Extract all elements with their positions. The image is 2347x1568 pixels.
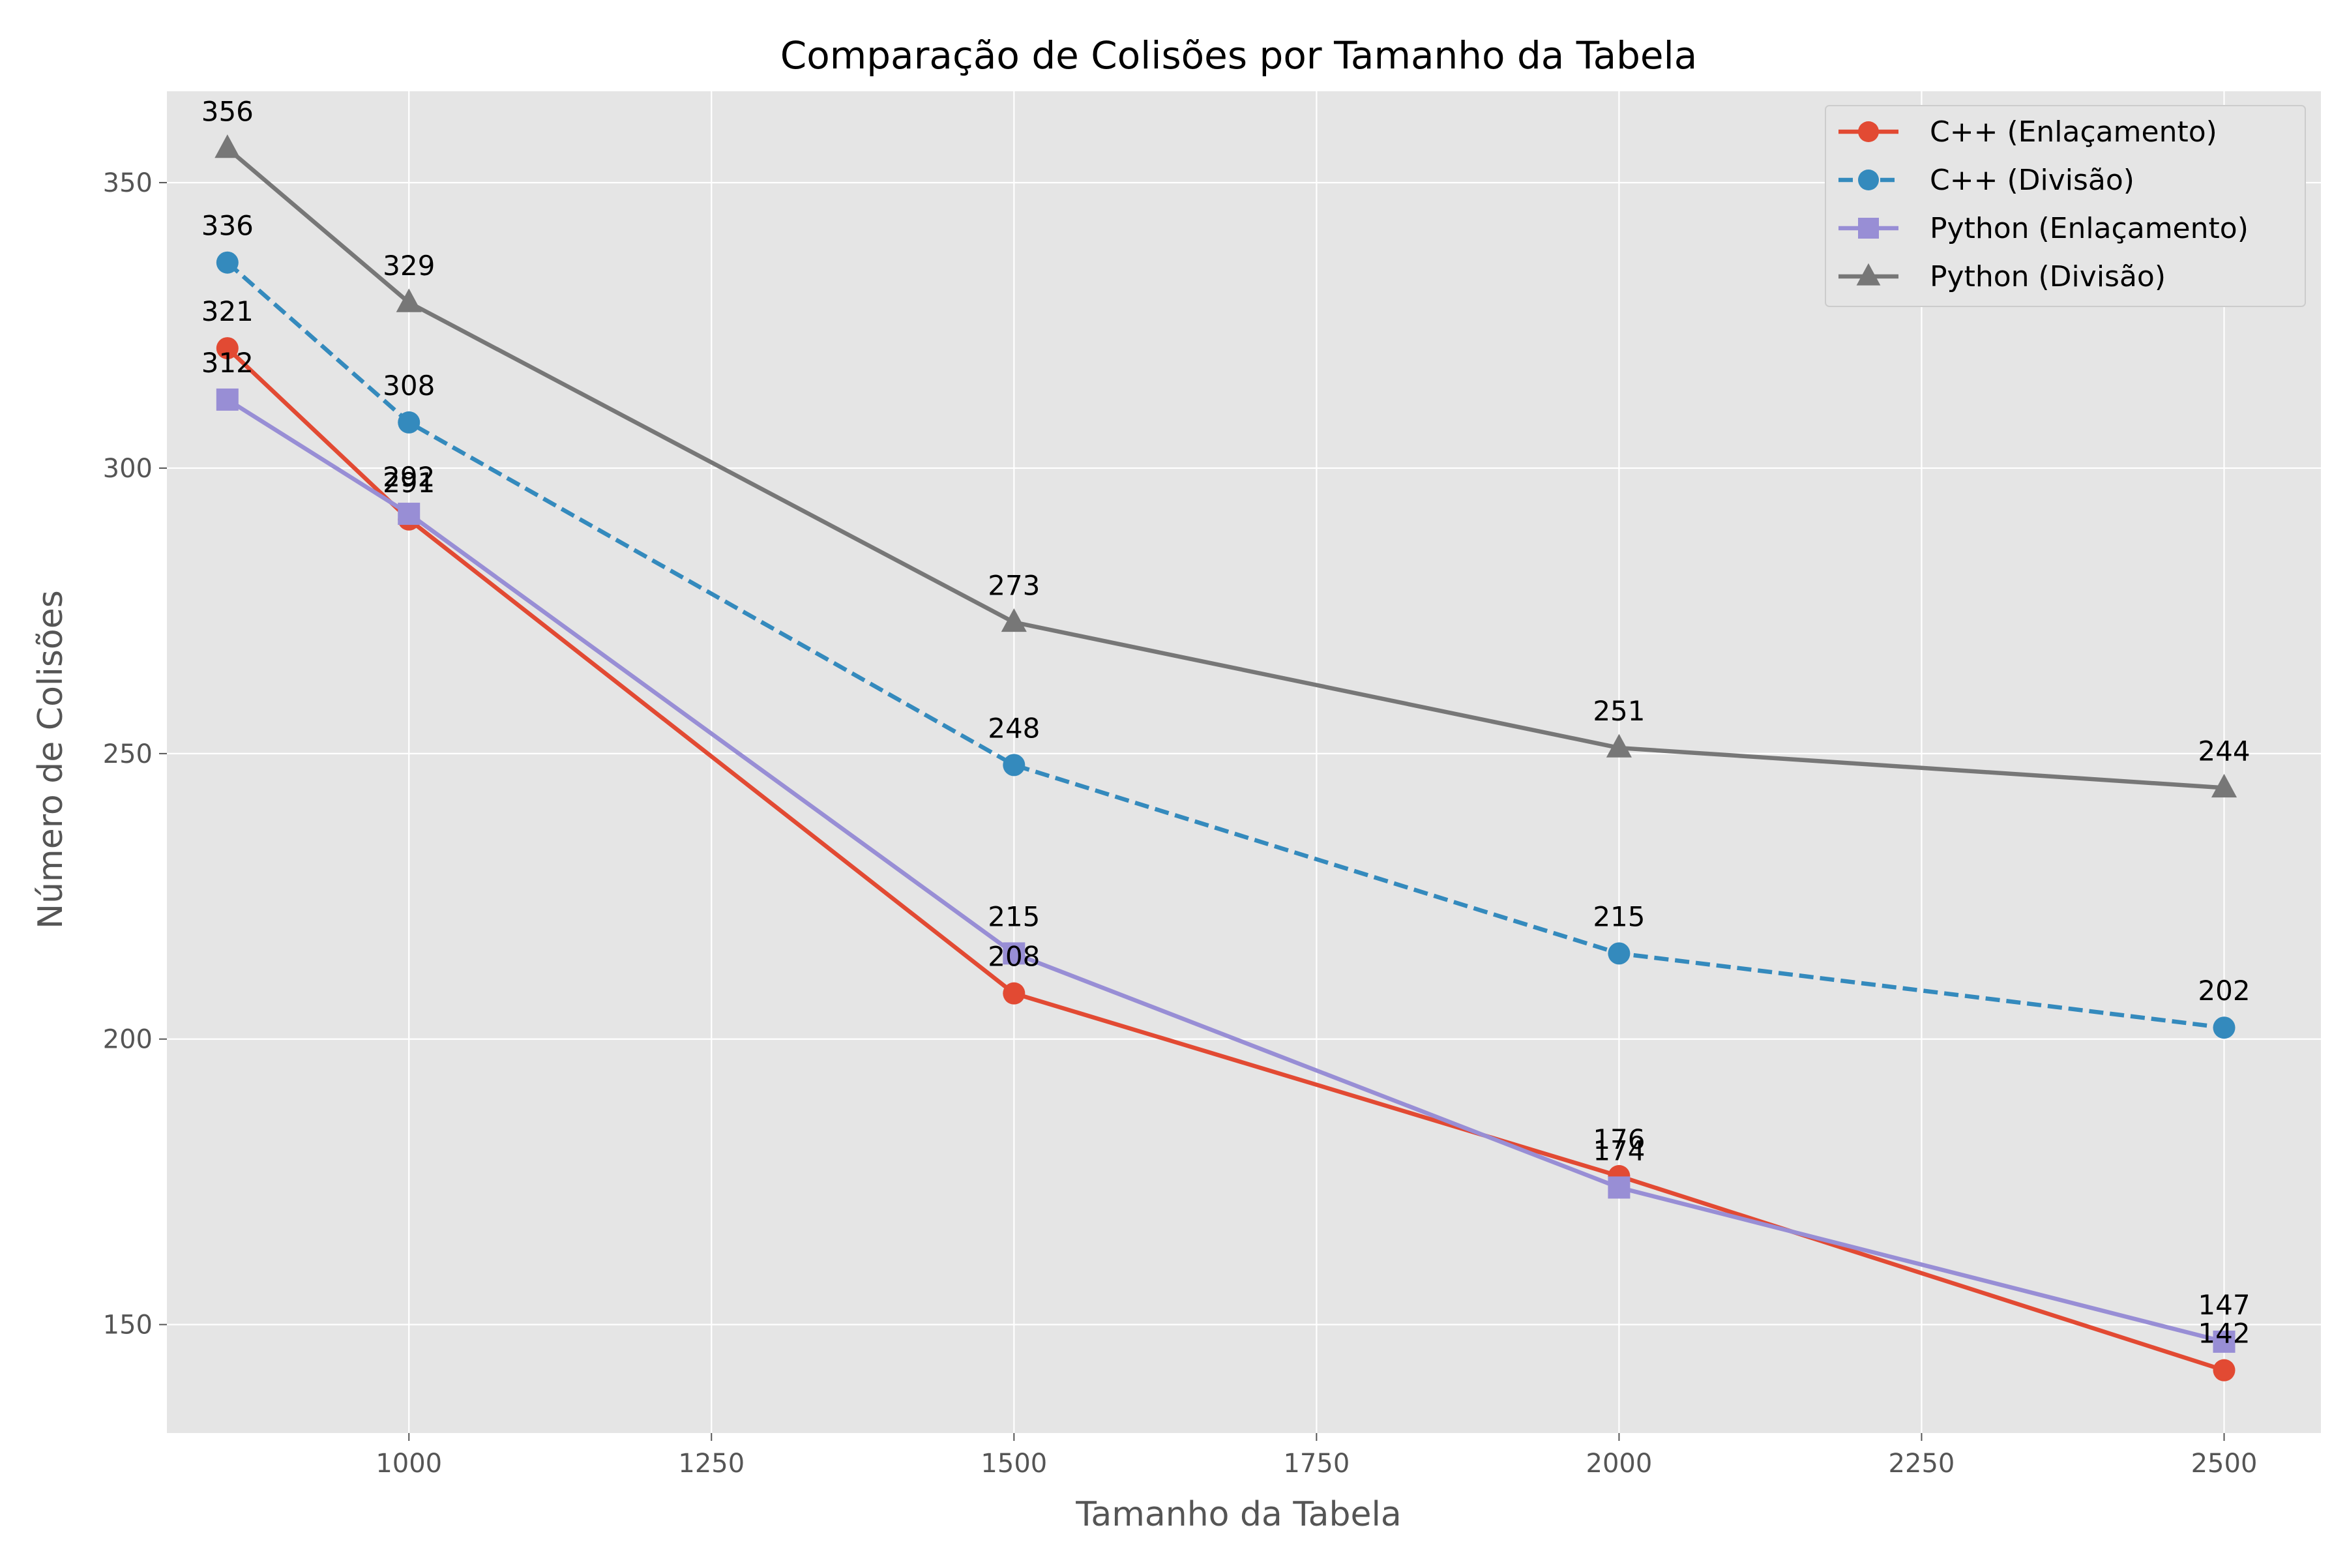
data-label: 176 <box>1593 1123 1645 1155</box>
data-point <box>2213 1016 2236 1039</box>
data-point <box>2213 1330 2236 1353</box>
data-point <box>1003 982 1026 1005</box>
data-point <box>1608 1176 1631 1199</box>
x-tick-label: 2000 <box>1586 1449 1653 1479</box>
data-label: 291 <box>383 467 435 499</box>
data-label: 142 <box>2198 1318 2250 1350</box>
data-point <box>398 503 421 525</box>
legend-marker <box>1858 218 1879 239</box>
data-label: 215 <box>1593 900 1645 932</box>
y-tick-label: 300 <box>103 454 153 484</box>
y-tick-label: 250 <box>103 739 153 769</box>
legend-label: Python (Enlaçamento) <box>1930 212 2249 245</box>
data-point <box>1606 733 1632 758</box>
x-tick-label: 1500 <box>981 1449 1047 1479</box>
data-label: 244 <box>2198 735 2250 767</box>
series-group <box>214 134 2237 1382</box>
legend-label: Python (Divisão) <box>1930 260 2166 293</box>
x-tick-label: 1250 <box>678 1449 745 1479</box>
y-tick-label: 200 <box>103 1025 153 1055</box>
series-2 <box>216 388 2236 1353</box>
legend-marker <box>1856 263 1881 286</box>
legend-item-2: Python (Enlaçamento) <box>1838 212 2249 245</box>
data-point <box>214 134 241 158</box>
chart-title: Comparação de Colisões por Tamanho da Ta… <box>780 33 1698 78</box>
data-point <box>216 388 239 411</box>
series-1 <box>216 251 2236 1039</box>
legend-item-1: C++ (Divisão) <box>1838 164 2134 197</box>
data-point <box>1608 942 1631 965</box>
legend-box <box>1825 105 2306 307</box>
legend-label: C++ (Enlaçamento) <box>1930 115 2217 149</box>
data-point <box>216 337 239 360</box>
data-point <box>1003 754 1026 777</box>
y-tick-label: 150 <box>103 1310 153 1340</box>
legend: C++ (Enlaçamento) C++ (Divisão) Python (En… <box>1825 105 2306 307</box>
x-tick-label: 1000 <box>376 1449 442 1479</box>
series-3 <box>214 134 2237 798</box>
data-label: 273 <box>988 569 1040 601</box>
data-label: 336 <box>201 210 254 242</box>
data-point <box>396 288 422 312</box>
data-labels: 321 291 208 176 142 336 308 248 215 202 312 292 215 1… <box>201 96 2251 1350</box>
data-label: 215 <box>988 900 1040 932</box>
data-point <box>398 411 421 434</box>
legend-label: C++ (Divisão) <box>1930 164 2134 197</box>
data-label: 356 <box>201 96 254 128</box>
x-axis-label: Tamanho da Tabela <box>1075 1495 1402 1534</box>
data-point <box>2211 773 2237 798</box>
y-axis-label: Número de Colisões <box>31 590 70 929</box>
data-label: 147 <box>2198 1289 2250 1321</box>
data-label: 251 <box>1593 695 1645 727</box>
x-tick-label: 1750 <box>1283 1449 1350 1479</box>
data-point <box>2213 1359 2236 1382</box>
data-label: 208 <box>988 941 1040 973</box>
data-point <box>1001 608 1027 632</box>
legend-marker <box>1858 121 1879 142</box>
legend-marker <box>1858 170 1879 190</box>
legend-item-3: Python (Divisão) <box>1838 260 2166 293</box>
data-label: 321 <box>201 295 254 327</box>
x-tick-label: 2250 <box>1889 1449 1955 1479</box>
data-label: 312 <box>201 347 254 379</box>
data-label: 292 <box>383 461 435 493</box>
data-point <box>1003 942 1026 965</box>
x-tick-label: 2500 <box>2191 1449 2258 1479</box>
data-label: 248 <box>988 712 1040 744</box>
y-tick-label: 350 <box>103 168 153 198</box>
grid <box>167 91 2321 1433</box>
data-point <box>216 251 239 274</box>
data-label: 329 <box>383 250 435 282</box>
data-label: 174 <box>1593 1134 1645 1166</box>
legend-item-0: C++ (Enlaçamento) <box>1838 115 2217 149</box>
data-label: 202 <box>2198 975 2250 1007</box>
series-line <box>226 261 2224 1030</box>
plot-area <box>167 91 2321 1433</box>
data-label: 308 <box>383 370 435 402</box>
tick-labels: 1000 1250 1500 1750 2000 2250 2500 150 200 250 300… <box>103 168 2258 1479</box>
